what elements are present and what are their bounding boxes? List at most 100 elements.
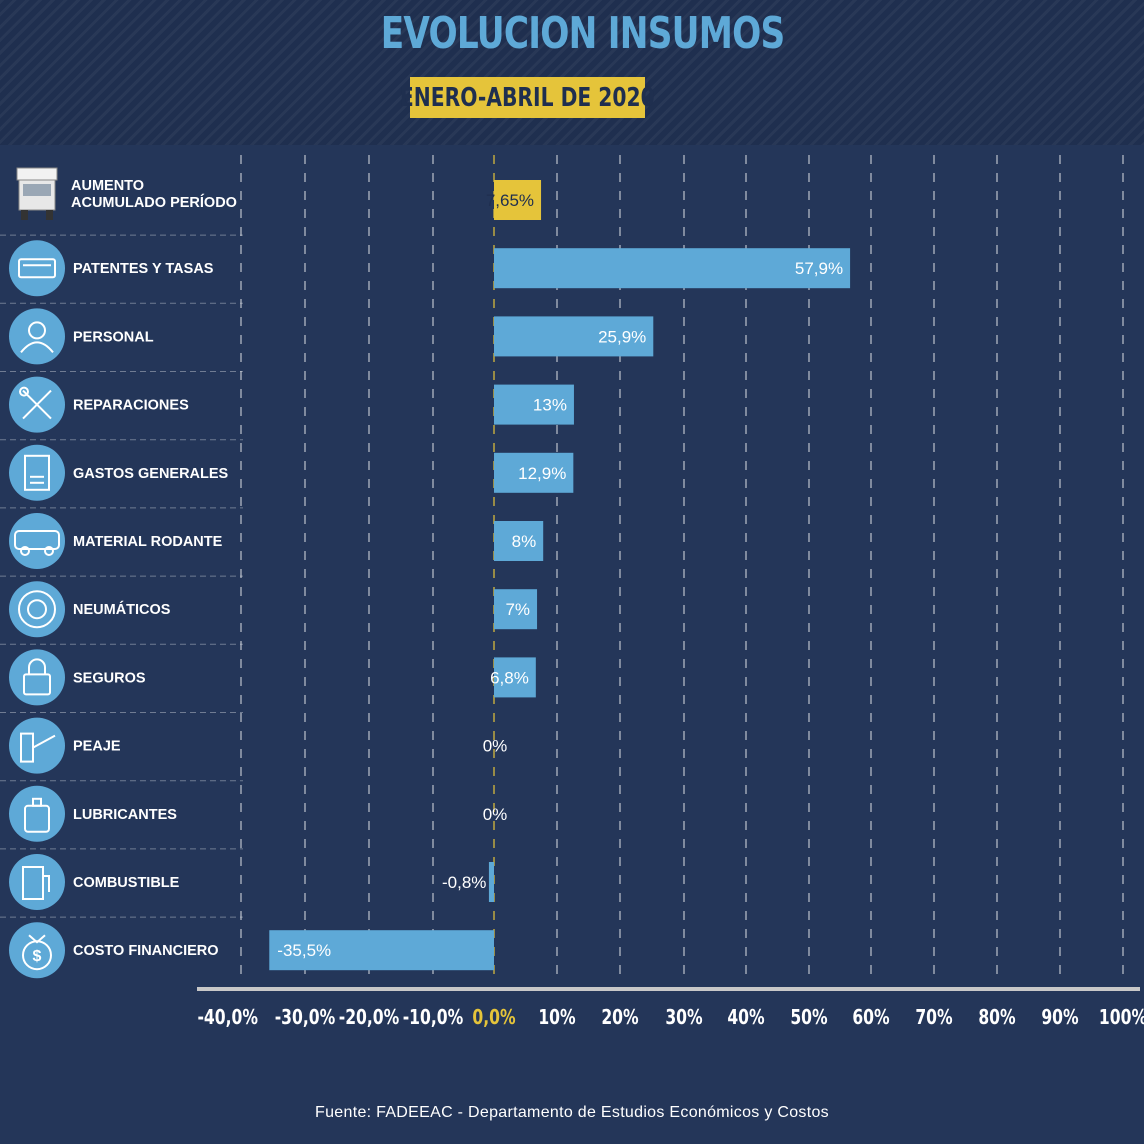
data-label: 57,9%	[795, 259, 843, 278]
data-label: 25,9%	[598, 327, 646, 346]
icon-circle	[9, 854, 65, 910]
category-label-line: COSTO FINANCIERO	[73, 943, 219, 959]
bar	[494, 316, 654, 357]
category-label-line: ACUMULADO PERÍODO	[71, 194, 237, 211]
lock-shackle	[28, 658, 46, 675]
can-cap	[32, 797, 42, 807]
data-label: 7%	[505, 600, 530, 619]
person-head	[28, 321, 46, 340]
x-tick-label: 50%	[790, 1006, 827, 1029]
category-label: PERSONAL	[73, 329, 154, 345]
category-label-line: PEAJE	[73, 739, 121, 755]
tool-b	[22, 389, 52, 420]
toll-barrier-icon	[9, 717, 65, 774]
category-label-line: SEGUROS	[73, 670, 146, 686]
category-label: REPARACIONES	[73, 398, 189, 414]
category-label-line: AUMENTO	[71, 178, 144, 194]
bus-icon	[9, 513, 65, 569]
category-label-line: PATENTES Y TASAS	[73, 261, 214, 277]
bar	[494, 248, 851, 289]
truck-box	[16, 167, 58, 181]
tire-outer	[18, 590, 56, 629]
bar	[494, 452, 574, 493]
tools-icon	[9, 376, 65, 433]
category-label-line: LUBRICANTES	[73, 807, 177, 823]
source-note: Fuente: FADEEAC - Departamento de Estudi…	[315, 1104, 829, 1121]
bus-body	[14, 530, 60, 550]
data-label: 7,65%	[486, 191, 534, 210]
x-tick-label: 20%	[601, 1006, 638, 1029]
lock-body	[23, 673, 51, 696]
receipt-outline	[24, 454, 50, 491]
tire-inner	[27, 599, 47, 620]
bus-wheel	[20, 546, 30, 556]
money-bag-icon: $	[9, 922, 65, 979]
pump-body	[22, 866, 44, 900]
icon-circle	[9, 922, 65, 979]
icon-circle	[9, 581, 65, 638]
category-label: COSTO FINANCIERO	[73, 943, 219, 959]
x-tick-label: 40%	[727, 1006, 764, 1029]
x-tick-label: 100%	[1099, 1006, 1144, 1029]
oil-can-icon	[9, 785, 65, 842]
x-tick-label: -20,0%	[339, 1006, 400, 1029]
x-tick-label: -30,0%	[275, 1006, 336, 1029]
person-icon	[9, 308, 65, 365]
category-label-line: REPARACIONES	[73, 398, 189, 414]
bar	[494, 521, 544, 561]
x-tick-label: 90%	[1041, 1006, 1078, 1029]
category-label: AUMENTO ACUMULADO PERÍODO	[71, 178, 237, 211]
x-tick-label: 10%	[538, 1006, 575, 1029]
category-label: NEUMÁTICOS	[73, 601, 171, 618]
data-label: 0%	[483, 805, 508, 824]
icon-circle	[9, 785, 65, 842]
bar	[494, 180, 542, 220]
data-label: 6,8%	[490, 668, 529, 687]
category-label-line: MATERIAL RODANTE	[73, 534, 223, 550]
license-plate-icon	[9, 240, 65, 297]
data-label: -0,8%	[442, 873, 486, 892]
category-label: SEGUROS	[73, 670, 146, 686]
x-tick-label: 70%	[915, 1006, 952, 1029]
category-label: PEAJE	[73, 739, 121, 755]
category-label: PATENTES Y TASAS	[73, 261, 214, 277]
icon-circle	[9, 649, 65, 706]
data-label: 12,9%	[518, 464, 566, 483]
category-label-line: GASTOS GENERALES	[73, 466, 229, 482]
x-tick-label: 0,0%	[472, 1006, 515, 1029]
data-label: 13%	[533, 396, 567, 415]
data-label: 0%	[483, 737, 508, 756]
icon-circle	[9, 513, 65, 569]
bus-wheel	[44, 546, 54, 556]
row-separators	[0, 234, 243, 918]
category-label: GASTOS GENERALES	[73, 466, 229, 482]
padlock-icon	[9, 649, 65, 706]
pump-hose	[43, 875, 50, 892]
fuel-pump-icon	[9, 854, 65, 910]
icon-circle	[9, 308, 65, 365]
truck-wheel	[46, 210, 53, 220]
header-banner	[0, 0, 1144, 145]
receipt-icon	[9, 444, 65, 501]
truck-windshield	[23, 184, 51, 196]
icon-circle	[9, 240, 65, 297]
truck-icon	[16, 167, 58, 220]
plate-outline	[18, 258, 56, 279]
gridlines	[240, 155, 1124, 980]
category-label-line: COMBUSTIBLE	[73, 875, 180, 891]
truck-wheel	[21, 210, 28, 220]
data-label: 8%	[512, 532, 537, 551]
category-label: MATERIAL RODANTE	[73, 534, 223, 550]
toll-bar	[32, 734, 56, 749]
bar	[494, 589, 538, 630]
data-label: -35,5%	[277, 941, 331, 960]
x-tick-label: 80%	[978, 1006, 1015, 1029]
x-tick-label: 30%	[665, 1006, 702, 1029]
tire-icon	[9, 581, 65, 638]
category-label: LUBRICANTES	[73, 807, 177, 823]
bag-tie	[28, 934, 46, 944]
tool-end	[19, 386, 29, 397]
x-tick-label: -40,0%	[197, 1006, 258, 1029]
bar	[488, 862, 494, 902]
